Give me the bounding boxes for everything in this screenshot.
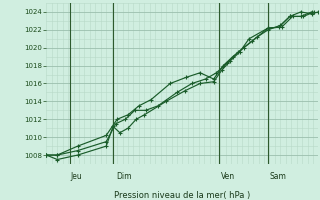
Text: Sam: Sam [269, 172, 286, 181]
Text: Pression niveau de la mer( hPa ): Pression niveau de la mer( hPa ) [114, 191, 251, 200]
Text: Dim: Dim [116, 172, 131, 181]
Text: Ven: Ven [220, 172, 235, 181]
Text: Jeu: Jeu [71, 172, 83, 181]
